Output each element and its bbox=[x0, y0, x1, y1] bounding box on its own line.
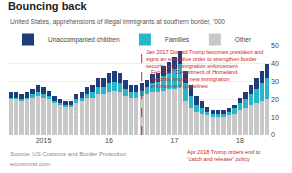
svg-text:30: 30 bbox=[271, 78, 279, 85]
svg-text:2015: 2015 bbox=[36, 137, 52, 144]
svg-text:Apr 2018 Trump orders end to“c: Apr 2018 Trump orders end to“catch and r… bbox=[187, 149, 260, 162]
svg-text:10: 10 bbox=[271, 114, 279, 121]
svg-text:Source: US Customs and Border: Source: US Customs and Border Protection bbox=[10, 151, 126, 157]
svg-text:40: 40 bbox=[271, 60, 279, 67]
svg-text:Unaccompanied children: Unaccompanied children bbox=[48, 36, 120, 44]
svg-text:Other: Other bbox=[235, 36, 252, 43]
svg-text:economist.com: economist.com bbox=[10, 161, 50, 167]
svg-text:Families: Families bbox=[165, 36, 190, 43]
svg-text:16: 16 bbox=[105, 137, 113, 144]
svg-text:50: 50 bbox=[271, 42, 279, 49]
svg-text:18: 18 bbox=[236, 137, 244, 144]
svg-text:United States, apprehensions o: United States, apprehensions of illegal … bbox=[10, 18, 225, 26]
svg-text:Bouncing back: Bouncing back bbox=[8, 0, 88, 12]
svg-text:Jan 2017 Donald Trump becomes: Jan 2017 Donald Trump becomes president … bbox=[146, 49, 263, 69]
svg-text:0: 0 bbox=[271, 131, 275, 138]
svg-text:20: 20 bbox=[271, 96, 279, 103]
svg-text:17: 17 bbox=[171, 137, 179, 144]
svg-text:Feb 2017 Department of Homelan: Feb 2017 Department of HomelandSecurity … bbox=[151, 69, 237, 89]
